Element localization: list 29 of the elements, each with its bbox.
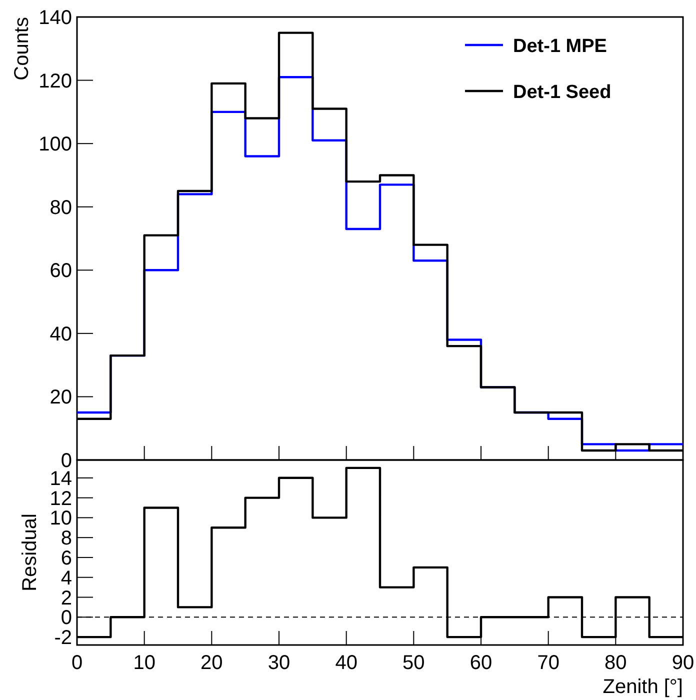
x-tick-label: 90: [672, 652, 694, 674]
x-tick-label: 20: [200, 652, 223, 674]
x-tick-label: 70: [537, 652, 560, 674]
y-tick-label: 6: [60, 547, 72, 570]
y-tick-label: 4: [60, 567, 72, 590]
y-tick-label: 140: [38, 7, 72, 29]
x-tick-label: 50: [402, 652, 425, 674]
y-tick-label: 80: [50, 196, 72, 219]
legend-label: Det-1 Seed: [513, 82, 612, 103]
x-tick-label: 40: [335, 652, 358, 674]
y-tick-label: 12: [50, 488, 72, 510]
x-tick-label: 30: [268, 652, 290, 674]
y-tick-label: -2: [54, 627, 72, 650]
y-tick-label: 2: [60, 587, 72, 610]
legend-label: Det-1 MPE: [513, 36, 607, 57]
y-tick-label: 40: [50, 323, 72, 346]
x-axis-title: Zenith [°]: [602, 676, 683, 698]
y-tick-label: 20: [50, 386, 72, 409]
y-tick-label: 8: [60, 528, 72, 550]
y-tick-label: 60: [50, 260, 72, 282]
x-tick-label: 60: [470, 652, 492, 674]
x-tick-label: 80: [604, 652, 627, 674]
y-tick-label: 10: [50, 508, 72, 530]
y-axis-title: Residual: [19, 514, 41, 592]
x-tick-label: 10: [133, 652, 156, 674]
y-tick-label: 100: [38, 134, 72, 156]
y-tick-label: 0: [60, 607, 72, 630]
y-tick-label: 120: [38, 70, 72, 92]
y-axis-title: Counts: [11, 17, 33, 80]
